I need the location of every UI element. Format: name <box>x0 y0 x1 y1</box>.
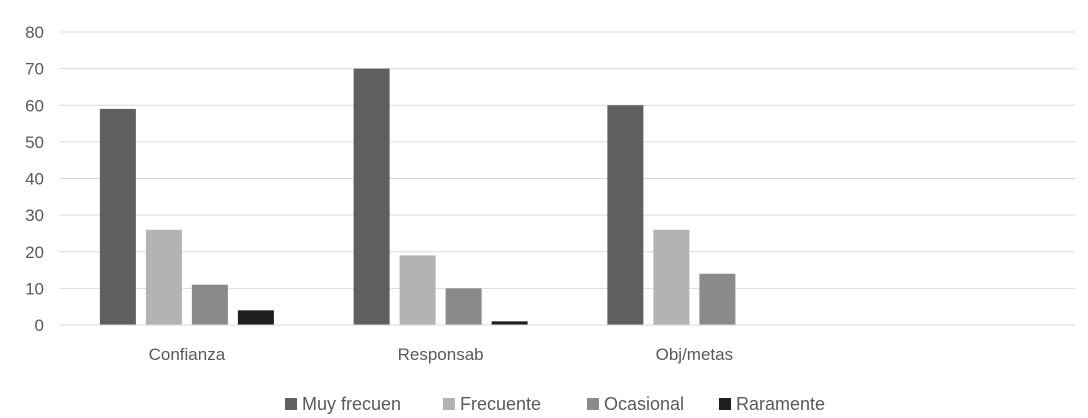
legend: Muy frecuen Frecuente Ocasional Raramente <box>285 394 825 414</box>
bar-frecuente-confianza <box>145 229 182 325</box>
y-tick-label: 30 <box>25 206 44 225</box>
y-tick-label: 0 <box>35 316 44 335</box>
bar-frecuente-obj-metas <box>653 229 690 325</box>
y-tick-label: 80 <box>25 23 44 42</box>
bars <box>99 68 736 325</box>
legend-swatch <box>719 398 731 410</box>
bar-ocasional-responsab <box>445 288 482 325</box>
legend-label: Raramente <box>736 394 825 414</box>
bar-ocasional-obj-metas <box>699 273 736 325</box>
legend-label: Muy frecuen <box>302 394 401 414</box>
y-tick-label: 60 <box>25 96 44 115</box>
y-tick-label: 20 <box>25 243 44 262</box>
y-tick-label: 40 <box>25 170 44 189</box>
y-tick-label: 50 <box>25 133 44 152</box>
legend-swatch <box>587 398 599 410</box>
bar-raramente-responsab <box>491 321 528 325</box>
legend-swatch <box>285 398 297 410</box>
bar-muy-frecuen-obj-metas <box>607 105 644 325</box>
y-tick-label: 70 <box>25 60 44 79</box>
y-tick-label: 10 <box>25 279 44 298</box>
bar-ocasional-confianza <box>191 284 228 325</box>
x-axis-categories: Confianza Responsab Obj/metas <box>149 345 734 364</box>
x-category-label: Responsab <box>398 345 484 364</box>
legend-label: Frecuente <box>460 394 541 414</box>
bar-muy-frecuen-responsab <box>353 68 390 325</box>
gridlines <box>60 31 1075 289</box>
legend-label: Ocasional <box>604 394 684 414</box>
bar-raramente-confianza <box>237 310 274 325</box>
bar-muy-frecuen-confianza <box>99 108 136 325</box>
y-axis-ticks: 0 10 20 30 40 50 60 70 80 <box>25 23 44 335</box>
x-category-label: Obj/metas <box>656 345 733 364</box>
x-category-label: Confianza <box>149 345 226 364</box>
bar-frecuente-responsab <box>399 255 436 325</box>
legend-swatch <box>443 398 455 410</box>
